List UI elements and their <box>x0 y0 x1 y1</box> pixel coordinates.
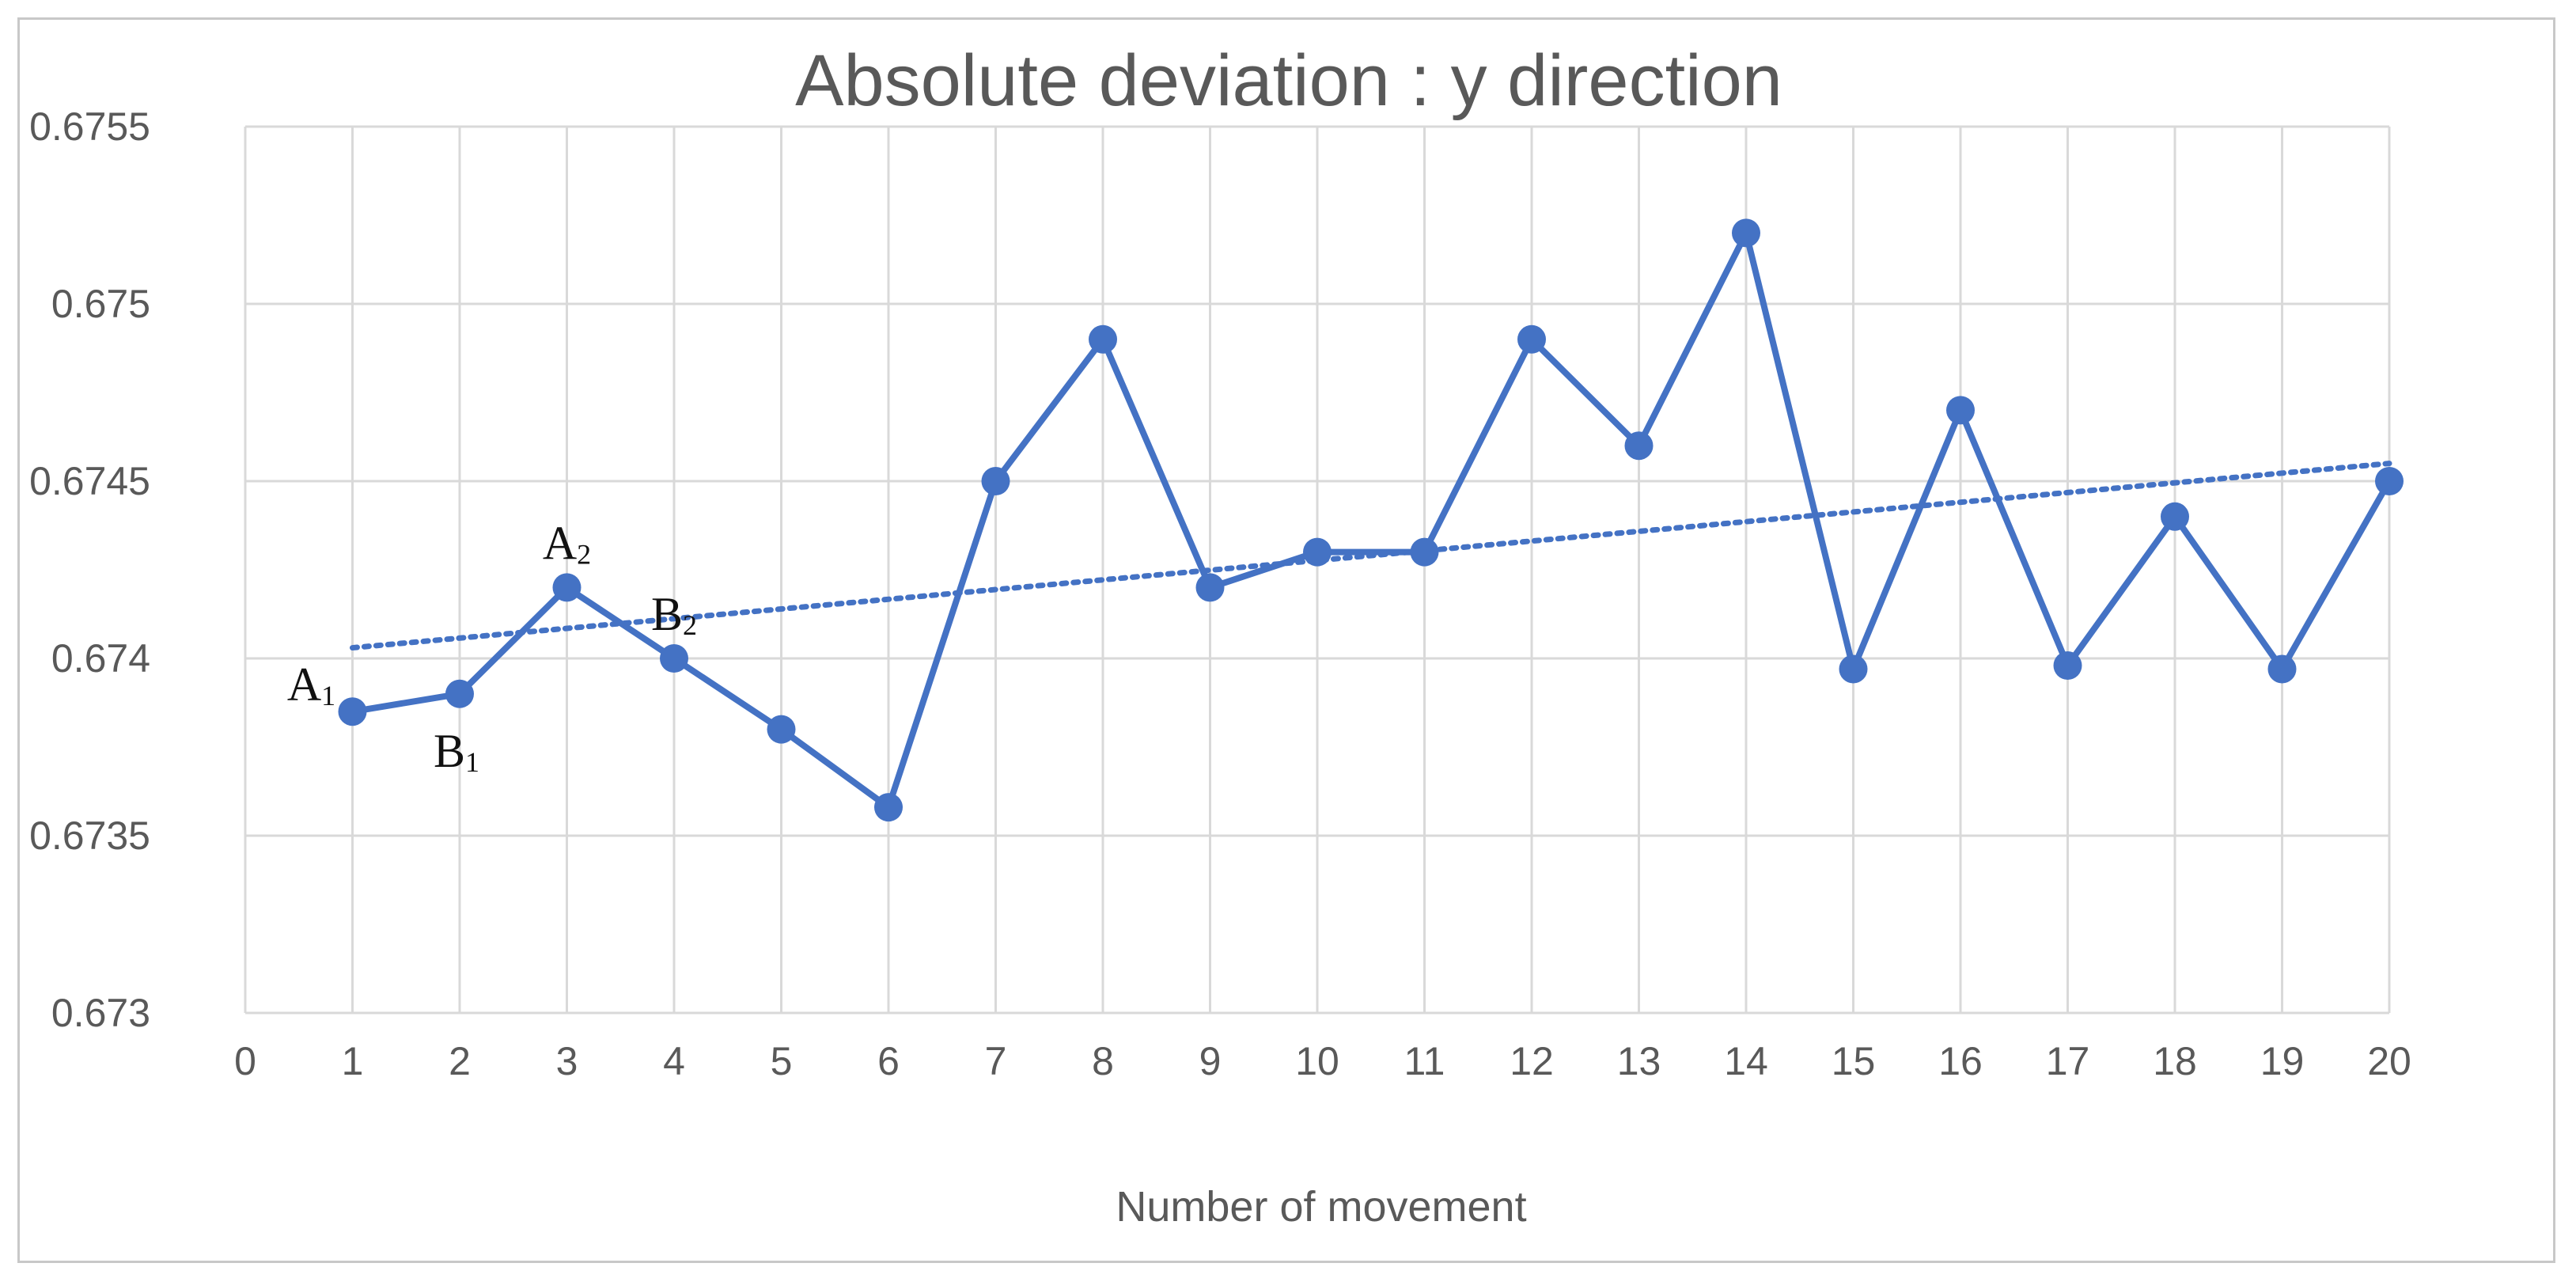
point-annotation: B2 <box>651 588 697 641</box>
data-point <box>2267 654 2297 684</box>
x-tick-label: 6 <box>877 1039 900 1083</box>
data-point <box>1089 324 1117 354</box>
y-tick-label: 0.6735 <box>29 814 150 858</box>
x-tick-label: 4 <box>663 1039 685 1083</box>
data-point <box>338 697 367 726</box>
data-point <box>1303 537 1332 567</box>
x-tick-label: 12 <box>1510 1039 1554 1083</box>
grid <box>244 125 2391 1015</box>
data-point <box>2161 502 2189 531</box>
x-tick-label: 7 <box>985 1039 1007 1083</box>
series <box>338 218 2404 822</box>
x-tick-label: 13 <box>1617 1039 1661 1083</box>
y-tick-label: 0.674 <box>51 636 150 681</box>
y-tick-label: 0.675 <box>51 282 150 326</box>
series-line <box>351 229 2392 811</box>
annotation-label: B <box>434 725 465 777</box>
x-tick-label: 18 <box>2153 1039 2197 1083</box>
x-tick-label: 0 <box>234 1039 256 1083</box>
annotation-subscript: 1 <box>465 746 479 778</box>
x-axis-label: Number of movement <box>1116 1183 1526 1231</box>
x-tick-label: 16 <box>1938 1039 1983 1083</box>
data-point <box>1195 573 1225 602</box>
data-point <box>1624 431 1654 461</box>
data-point <box>2053 650 2082 680</box>
annotation-subscript: 2 <box>683 609 697 641</box>
data-point <box>874 793 903 822</box>
trendline-line <box>350 461 2392 651</box>
point-annotation: B1 <box>434 725 479 778</box>
annotation-subscript: 1 <box>321 680 335 711</box>
axes: 0 1 2 3 4 5 6 7 8 9 10 11 12 13 14 15 16 17 18 19 200.6730.6… <box>29 104 2411 1083</box>
x-tick-label: 2 <box>449 1039 471 1083</box>
data-point <box>1946 396 1975 425</box>
x-tick-label: 20 <box>2367 1039 2411 1083</box>
x-tick-label: 5 <box>771 1039 793 1083</box>
data-point <box>1839 654 1868 684</box>
data-point <box>552 573 581 602</box>
y-tick-label: 0.6755 <box>29 104 150 149</box>
annotation-subscript: 2 <box>577 538 591 570</box>
x-tick-label: 14 <box>1724 1039 1768 1083</box>
y-tick-label: 0.6745 <box>29 459 150 503</box>
data-point <box>1410 537 1439 567</box>
annotation-label: A <box>543 517 577 569</box>
x-tick-label: 1 <box>342 1039 364 1083</box>
data-point <box>660 644 688 673</box>
x-tick-label: 9 <box>1199 1039 1222 1083</box>
x-tick-label: 11 <box>1404 1039 1445 1083</box>
point-annotation: A1 <box>287 658 335 711</box>
data-point <box>1732 218 1760 248</box>
x-tick-label: 3 <box>556 1039 578 1083</box>
x-tick-label: 19 <box>2260 1039 2305 1083</box>
x-tick-label: 17 <box>2046 1039 2090 1083</box>
data-point <box>767 715 796 744</box>
annotation-label: B <box>651 588 683 640</box>
data-point <box>1517 324 1546 354</box>
annotation-label: A <box>287 658 321 711</box>
x-tick-label: 8 <box>1092 1039 1114 1083</box>
data-point <box>2375 467 2404 495</box>
data-point <box>981 467 1010 495</box>
chart-title: Absolute deviation : y direction <box>795 40 1782 121</box>
point-annotation: A2 <box>543 517 591 570</box>
x-tick-label: 10 <box>1295 1039 1339 1083</box>
trendline <box>350 461 2392 651</box>
data-point <box>445 679 474 708</box>
y-tick-label: 0.673 <box>51 991 150 1035</box>
x-tick-label: 15 <box>1832 1039 1876 1083</box>
